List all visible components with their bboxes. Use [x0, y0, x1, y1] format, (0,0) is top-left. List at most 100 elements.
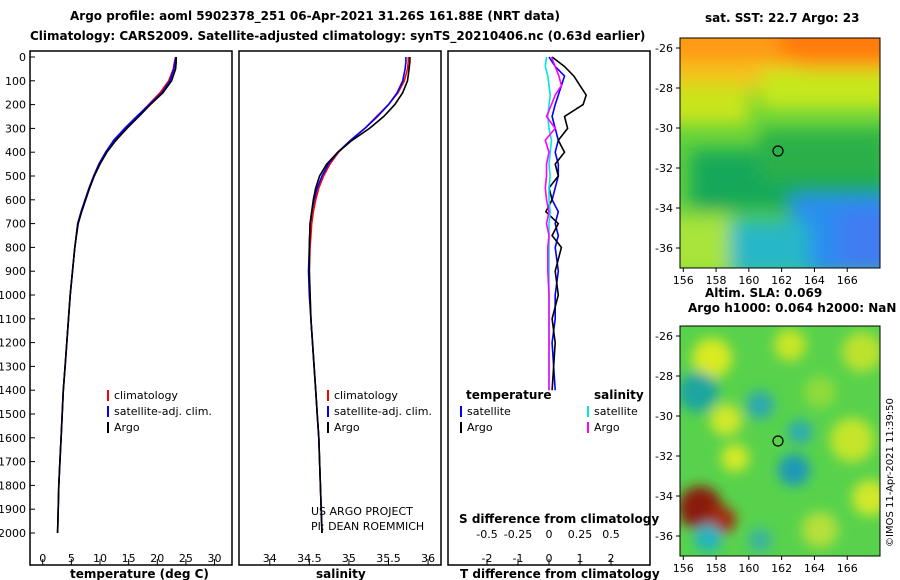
- salinity-panel: 34 34.5 35 35.5 36 climatology satellite-adj…: [238, 50, 442, 580]
- salinity-x-label: salinity: [316, 567, 366, 580]
- sla-map-image: [680, 326, 880, 556]
- legend-label-s-argo: Argo: [594, 421, 620, 434]
- project-credit: US ARGO PROJECT: [311, 505, 413, 518]
- sla-lat-axis: -26 -28 -30 -32 -34 -36: [655, 330, 680, 543]
- x-tick-label: 30: [208, 552, 222, 565]
- depth-tick-label: 200: [5, 99, 26, 112]
- s-tick-label: 0.25: [568, 528, 593, 541]
- sst-map-image: [680, 38, 880, 268]
- lat-tick-label: -32: [655, 162, 673, 175]
- temperature-x-axis: 0 5 10 15 20 25 30: [39, 552, 222, 565]
- series-line-satellite-adj-clim-: [56, 56, 177, 534]
- temperature-series: [56, 56, 177, 534]
- x-tick-label: -2: [482, 552, 493, 565]
- salinity-axes-frame: [238, 50, 442, 566]
- sst-map-panel: sat. SST: 22.7 Argo: 23 -26-28-30-32-34-…: [655, 11, 881, 287]
- s-tick-label: -0.5: [476, 528, 497, 541]
- x-tick-label: 0: [39, 552, 46, 565]
- imos-credit: ©IMOS 11-Apr-2021 11:39:50: [885, 398, 896, 547]
- depth-tick-label: 1400: [0, 384, 26, 397]
- series-line-climatology: [308, 57, 410, 534]
- depth-tick-label: 900: [5, 265, 26, 278]
- x-tick-label: 25: [179, 552, 193, 565]
- depth-tick-label: 1500: [0, 408, 26, 421]
- depth-tick-label: 2000: [0, 527, 26, 540]
- s-tick-label: 0: [546, 528, 553, 541]
- depth-axis: 0 100 200 300 400 500 600 700 800 900 1000 1100 1200…: [0, 51, 35, 540]
- sst-map-frame: [679, 37, 881, 269]
- depth-tick-label: 400: [5, 146, 26, 159]
- depth-tick-label: 600: [5, 194, 26, 207]
- salinity-x-axis: 34 34.5 35 35.5 36: [263, 552, 435, 565]
- t-difference-x-label: T difference from climatology: [460, 567, 660, 580]
- header-line-2: Climatology: CARS2009. Satellite-adjuste…: [30, 29, 645, 44]
- lat-tick-label: -34: [655, 202, 673, 215]
- temperature-axes-frame: [29, 50, 233, 566]
- lon-tick-label: 156: [673, 274, 694, 287]
- temperature-x-label: temperature (deg C): [70, 567, 209, 580]
- s-difference-ticks: -0.5 -0.25 0 0.25 0.5: [476, 528, 619, 541]
- lat-tick-label: -26: [655, 42, 673, 55]
- lat-tick-label: -32: [655, 450, 673, 463]
- depth-tick-label: 1000: [0, 289, 26, 302]
- series-line-t-argo: [544, 56, 588, 391]
- legend-label-climatology: climatology: [114, 389, 178, 402]
- salinity-series: [307, 57, 411, 534]
- lat-tick-label: -30: [655, 122, 673, 135]
- series-line-argo: [56, 57, 177, 534]
- x-tick-label: 34: [263, 552, 277, 565]
- argo-position-marker: [772, 435, 784, 447]
- depth-tick-label: 1100: [0, 313, 26, 326]
- sla-map-subtitle: Argo h1000: 0.064 h2000: NaN: [688, 301, 896, 315]
- x-tick-label: -1: [513, 552, 524, 565]
- lon-tick-label: 166: [837, 274, 858, 287]
- lon-tick-label: 158: [706, 562, 727, 575]
- difference-series: [544, 56, 588, 391]
- pi-credit: PI: DEAN ROEMMICH: [311, 520, 424, 533]
- lat-tick-label: -36: [655, 530, 673, 543]
- sla-map-title: Altim. SLA: 0.069: [705, 286, 822, 300]
- series-line-satellite-adj-clim-: [307, 57, 407, 534]
- temperature-legend: climatology satellite-adj. clim. Argo: [107, 389, 212, 434]
- legend-label-t-satellite: satellite: [467, 405, 511, 418]
- sst-lat-axis: -26 -28 -30 -32 -34 -36: [655, 42, 680, 255]
- lat-tick-label: -26: [655, 330, 673, 343]
- lon-tick-label: 162: [771, 562, 792, 575]
- depth-tick-label: 500: [5, 170, 26, 183]
- legend-label-argo: Argo: [334, 421, 360, 434]
- lat-tick-label: -34: [655, 490, 673, 503]
- difference-legend: temperature salinity satellite Argo sate…: [460, 388, 644, 434]
- depth-tick-label: 800: [5, 241, 26, 254]
- argo-position-marker: [772, 145, 784, 157]
- x-tick-label: 0: [546, 552, 553, 565]
- legend-label-satellite: satellite-adj. clim.: [334, 405, 432, 418]
- sla-lon-axis: 156 158 160 162 164 166: [673, 556, 858, 575]
- lon-tick-label: 158: [706, 274, 727, 287]
- lat-tick-label: -36: [655, 242, 673, 255]
- lat-tick-label: -28: [655, 370, 673, 383]
- sla-map-frame: [679, 325, 881, 557]
- depth-tick-label: 100: [5, 75, 26, 88]
- lon-tick-label: 164: [804, 274, 825, 287]
- legend-label-s-satellite: satellite: [594, 405, 638, 418]
- lon-tick-label: 162: [771, 274, 792, 287]
- x-tick-label: 35.5: [376, 552, 401, 565]
- x-tick-label: 1: [577, 552, 584, 565]
- legend-header-salinity: salinity: [594, 388, 644, 402]
- legend-label-argo: Argo: [114, 421, 140, 434]
- x-tick-label: 5: [68, 552, 75, 565]
- lon-tick-label: 166: [837, 562, 858, 575]
- depth-tick-label: 700: [5, 218, 26, 231]
- s-difference-title: S difference from climatology: [459, 512, 659, 526]
- depth-tick-label: 0: [19, 51, 26, 64]
- lon-tick-label: 160: [738, 562, 759, 575]
- lat-tick-label: -30: [655, 410, 673, 423]
- x-tick-label: 15: [122, 552, 136, 565]
- depth-tick-label: 1300: [0, 360, 26, 373]
- series-line-climatology: [56, 56, 177, 534]
- x-tick-label: 35: [342, 552, 356, 565]
- x-tick-label: 2: [608, 552, 615, 565]
- x-tick-label: 10: [93, 552, 107, 565]
- depth-tick-label: 1900: [0, 503, 26, 516]
- s-tick-label: 0.5: [602, 528, 620, 541]
